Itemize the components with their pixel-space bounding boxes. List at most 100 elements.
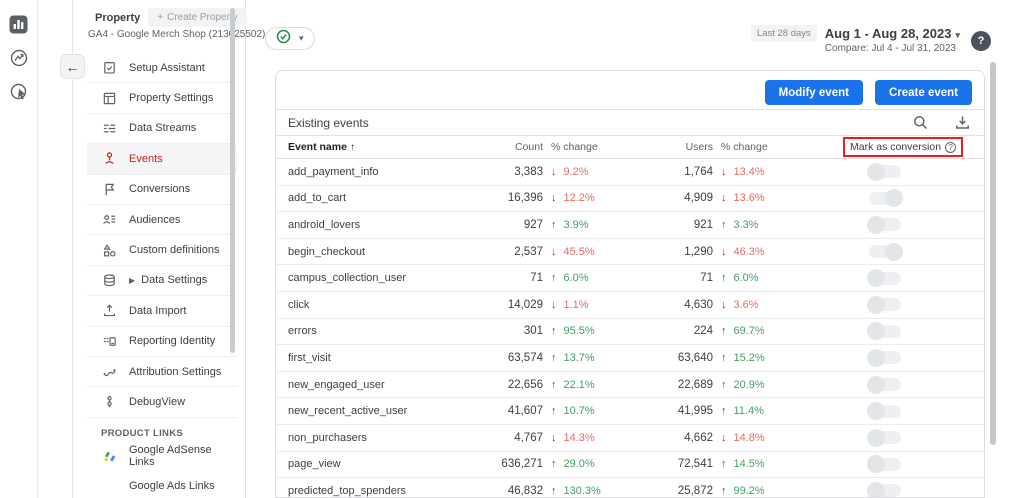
mark-as-conversion-toggle[interactable]	[867, 348, 901, 367]
date-range-picker[interactable]: Aug 1 - Aug 28, 2023 ▾	[824, 26, 960, 41]
column-header-event-name[interactable]: Event name ↑	[288, 141, 355, 153]
users-change: ↓ 13.4%	[721, 165, 765, 178]
date-range-block: Last 28 days Aug 1 - Aug 28, 2023 ▾ Compa…	[750, 25, 960, 54]
mark-as-conversion-toggle[interactable]	[867, 481, 901, 497]
table-row[interactable]: new_recent_active_user 41,607 ↑ 10.7% 41,…	[276, 398, 984, 425]
table-row[interactable]: campus_collection_user 71 ↑ 6.0% 71 ↑ 6.0%	[276, 265, 984, 292]
sidebar-item-label: DebugView	[129, 395, 186, 408]
sidebar-item-attribution-settings[interactable]: Attribution Settings	[87, 357, 237, 388]
chevron-down-icon: ▾	[955, 30, 960, 40]
event-users: 71	[700, 272, 713, 285]
trend-arrow-icon: ↑	[551, 272, 557, 285]
trend-arrow-icon: ↑	[721, 351, 727, 364]
table-row[interactable]: page_view 636,271 ↑ 29.0% 72,541 ↑ 14.5%	[276, 452, 984, 479]
help-icon[interactable]: ?	[971, 31, 991, 51]
reports-icon[interactable]	[9, 14, 29, 34]
column-header-users[interactable]: Users	[685, 141, 713, 153]
sidebar-item-data-settings[interactable]: ▶ Data Settings	[87, 266, 237, 297]
property-selector[interactable]: GA4 - Google Merch Shop (213025502)	[88, 29, 266, 40]
column-header-count[interactable]: Count	[514, 141, 543, 153]
sidebar-item-debugview[interactable]: DebugView	[87, 387, 237, 418]
sidebar-item-setup-assistant[interactable]: Setup Assistant	[87, 53, 237, 84]
sidebar-item-google-adsense-links[interactable]: Google AdSense Links	[87, 441, 237, 471]
count-change: ↑ 6.0%	[551, 272, 589, 285]
property-settings-icon	[101, 90, 117, 106]
sidebar-item-events[interactable]: Events	[87, 144, 237, 175]
advertising-icon[interactable]	[9, 82, 29, 102]
trend-arrow-icon: ↓	[551, 245, 557, 258]
mark-as-conversion-toggle[interactable]	[867, 295, 901, 314]
event-name: begin_checkout	[288, 245, 366, 258]
trend-arrow-icon: ↓	[721, 165, 727, 178]
sidebar-item-reporting-identity[interactable]: Reporting Identity	[87, 327, 237, 357]
sidebar-item-property-settings[interactable]: Property Settings	[87, 83, 237, 114]
trend-arrow-icon: ↑	[721, 272, 727, 285]
mark-as-conversion-toggle[interactable]	[867, 375, 901, 394]
sidebar-scrollbar[interactable]	[230, 8, 235, 353]
search-icon[interactable]	[912, 115, 928, 131]
table-row[interactable]: new_engaged_user 22,656 ↑ 22.1% 22,689 ↑ 2…	[276, 372, 984, 399]
count-change: ↓ 14.3%	[551, 431, 595, 444]
table-row[interactable]: begin_checkout 2,537 ↓ 45.5% 1,290 ↓ 46.3%	[276, 239, 984, 266]
event-count: 636,271	[501, 458, 543, 471]
back-button[interactable]: ←	[60, 54, 85, 79]
table-row[interactable]: add_to_cart 16,396 ↓ 12.2% 4,909 ↓ 13.6%	[276, 186, 984, 213]
mark-as-conversion-toggle[interactable]	[867, 428, 901, 447]
sidebar-item-custom-definitions[interactable]: Custom definitions	[87, 235, 237, 266]
blank-icon	[101, 478, 117, 494]
event-users: 1,290	[684, 245, 713, 258]
plus-icon: +	[157, 12, 164, 23]
event-name: add_to_cart	[288, 192, 347, 205]
event-users: 63,640	[677, 351, 713, 364]
create-property-button[interactable]: + Create Property	[148, 8, 247, 27]
event-name: non_purchasers	[288, 431, 367, 444]
table-row[interactable]: android_lovers 927 ↑ 3.9% 921 ↑ 3.3%	[276, 212, 984, 239]
create-event-button[interactable]: Create event	[874, 80, 972, 105]
table-row[interactable]: click 14,029 ↓ 1.1% 4,630 ↓ 3.6%	[276, 292, 984, 319]
sidebar-item-data-import[interactable]: Data Import	[87, 296, 237, 327]
conversions-icon	[101, 181, 117, 197]
trend-arrow-icon: ↑	[551, 351, 557, 364]
event-users: 4,630	[684, 298, 713, 311]
mark-as-conversion-toggle[interactable]	[869, 242, 903, 261]
modify-event-button[interactable]: Modify event	[764, 80, 863, 105]
sidebar-item-conversions[interactable]: Conversions	[87, 175, 237, 205]
mark-as-conversion-toggle[interactable]	[867, 455, 901, 474]
column-header-count-change[interactable]: % change	[551, 141, 598, 153]
table-row[interactable]: add_payment_info 3,383 ↓ 9.2% 1,764 ↓ 13.4…	[276, 159, 984, 186]
sidebar-item-label: Data Import	[129, 304, 187, 317]
mark-as-conversion-toggle[interactable]	[867, 215, 901, 234]
period-badge: Last 28 days	[750, 25, 817, 42]
mark-as-conversion-toggle[interactable]	[867, 269, 901, 288]
content-scrollbar[interactable]	[990, 62, 996, 445]
mark-as-conversion-toggle[interactable]	[867, 162, 901, 181]
column-header-users-change[interactable]: % change	[721, 141, 768, 153]
event-count: 41,607	[507, 405, 543, 418]
debugview-icon	[101, 394, 117, 410]
trend-arrow-icon: ↑	[721, 405, 727, 418]
event-users: 22,689	[677, 378, 713, 391]
back-arrow-icon: ←	[65, 58, 80, 75]
table-row[interactable]: errors 301 ↑ 95.5% 224 ↑ 69.7%	[276, 319, 984, 346]
download-icon[interactable]	[954, 115, 970, 131]
mark-as-conversion-toggle[interactable]	[867, 322, 901, 341]
event-count: 14,029	[507, 298, 543, 311]
table-row[interactable]: non_purchasers 4,767 ↓ 14.3% 4,662 ↓ 14.8%	[276, 425, 984, 452]
sidebar-menu: Setup Assistant Property Settings Data S…	[73, 53, 237, 498]
mark-as-conversion-toggle[interactable]	[867, 402, 901, 421]
help-circle-icon[interactable]: ?	[945, 141, 957, 153]
users-change: ↑ 6.0%	[721, 272, 759, 285]
mark-as-conversion-toggle[interactable]	[869, 189, 903, 208]
trend-arrow-icon: ↑	[551, 405, 557, 418]
event-count: 63,574	[507, 351, 543, 364]
check-circle-icon	[276, 29, 291, 49]
sidebar-item-audiences[interactable]: Audiences	[87, 205, 237, 236]
users-change: ↑ 69.7%	[721, 325, 765, 338]
event-users: 224	[693, 325, 713, 338]
sidebar-item-google-ads-links[interactable]: Google Ads Links	[87, 471, 237, 498]
explore-icon[interactable]	[9, 48, 29, 68]
sidebar-item-data-streams[interactable]: Data Streams	[87, 114, 237, 145]
table-row[interactable]: first_visit 63,574 ↑ 13.7% 63,640 ↑ 15.2%	[276, 345, 984, 372]
event-status-filter[interactable]: ▾	[265, 27, 315, 50]
table-row[interactable]: predicted_top_spenders 46,832 ↑ 130.3% 25…	[276, 478, 984, 497]
